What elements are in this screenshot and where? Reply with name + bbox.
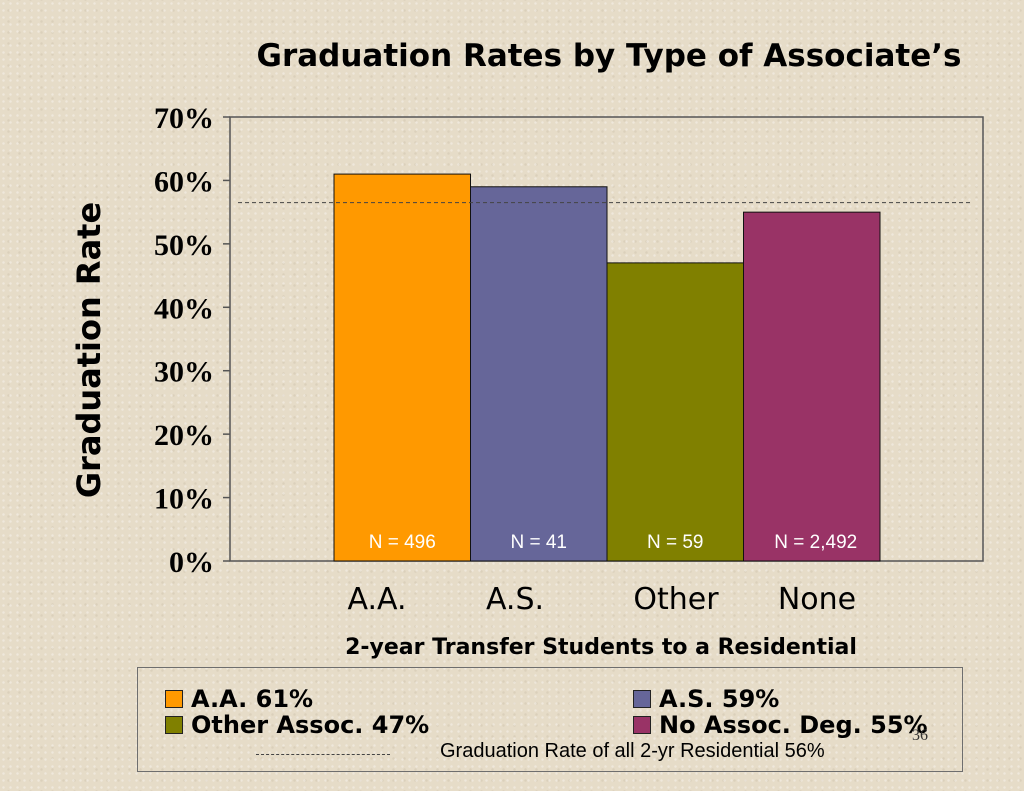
n-label: N = 496 (369, 532, 436, 553)
y-tick-label: 40% (154, 292, 214, 325)
y-tick-label: 30% (154, 356, 214, 389)
legend-item-aa: A.A. 61% (165, 685, 313, 713)
legend-item-none: No Assoc. Deg. 55% (633, 711, 928, 739)
y-tick-label: 60% (154, 165, 214, 198)
legend-swatch-none (633, 716, 651, 734)
bar-aa (333, 173, 471, 562)
x-tick-label: None (778, 582, 856, 617)
legend-item-other: Other Assoc. 47% (165, 711, 429, 739)
x-tick-label: A.A. (347, 582, 406, 617)
n-labels: N = 496 N = 41 N = 59 N = 2,492 (369, 532, 858, 553)
y-tick-label: 70% (154, 102, 214, 135)
y-tick-label: 0% (169, 546, 214, 579)
y-axis: 0% 10% 20% 30% 40% 50% 60% 70% (154, 102, 230, 579)
bar-other (606, 262, 744, 562)
legend-label-as: A.S. 59% (659, 685, 780, 713)
x-axis-label: 2-year Transfer Students to a Residentia… (345, 635, 857, 660)
legend-swatch-other (165, 716, 183, 734)
n-label: N = 59 (647, 532, 704, 553)
y-tick-label: 20% (154, 419, 214, 452)
x-tick-label: Other (633, 582, 719, 617)
legend-swatch-aa (165, 690, 183, 708)
bars (333, 173, 881, 562)
n-label: N = 2,492 (774, 532, 857, 553)
chart-title: Graduation Rates by Type of Associate’s (257, 38, 962, 74)
y-tick-label: 10% (154, 483, 214, 516)
x-tick-label: A.S. (486, 582, 544, 617)
legend-item-as: A.S. 59% (633, 685, 779, 713)
legend-average-line-sample (256, 754, 390, 755)
legend-average-label: Graduation Rate of all 2-yr Residential … (440, 740, 825, 762)
x-axis: A.A. A.S. Other None (347, 582, 856, 617)
legend: A.A. 61% A.S. 59% Other Assoc. 47% No As… (137, 667, 963, 772)
legend-label-aa: A.A. 61% (191, 685, 314, 713)
legend-swatch-as (633, 690, 651, 708)
page-number: 36 (912, 727, 928, 744)
n-label: N = 41 (510, 532, 567, 553)
y-axis-label: Graduation Rate (70, 202, 108, 498)
bar-as (470, 186, 608, 562)
bar-none (743, 211, 881, 562)
y-tick-label: 50% (154, 229, 214, 262)
legend-label-none: No Assoc. Deg. 55% (659, 711, 928, 739)
legend-label-other: Other Assoc. 47% (191, 711, 430, 739)
